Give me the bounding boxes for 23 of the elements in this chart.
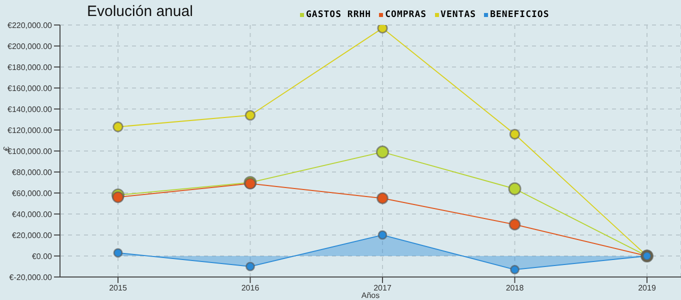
y-tick-label: €60,000.00 (12, 188, 53, 198)
x-tick-label: 2018 (506, 284, 524, 293)
y-tick-label: €80,000.00 (12, 168, 53, 177)
x-axis-title: Años (361, 291, 380, 300)
y-tick-label: €160,000.00 (8, 84, 53, 93)
legend-label: VENTAS (440, 10, 476, 20)
x-tick-label: 2016 (241, 284, 260, 293)
legend-label: BENEFICIOS (489, 10, 550, 20)
y-tick-label: €220,000.00 (8, 20, 53, 30)
y-tick-label: €180,000.00 (8, 62, 53, 72)
y-tick-label: €140,000.00 (8, 104, 53, 114)
y-tick-label: €200,000.00 (8, 42, 53, 51)
y-tick-label: €120,000.00 (8, 126, 53, 135)
legend-label: COMPRAS (384, 10, 427, 20)
x-tick-label: 2015 (109, 284, 128, 293)
y-tick-label: €0.00 (32, 252, 53, 261)
x-tick-label: 2017 (374, 284, 392, 293)
y-tick-label: €-20,000.00 (9, 272, 53, 282)
legend-label: GASTOS RRHH (305, 10, 372, 20)
x-tick-label: 2019 (638, 284, 656, 293)
y-tick-label: €40,000.00 (12, 210, 53, 219)
chart-title: Evolución anual (87, 3, 193, 20)
y-tick-label: €20,000.00 (12, 230, 53, 240)
